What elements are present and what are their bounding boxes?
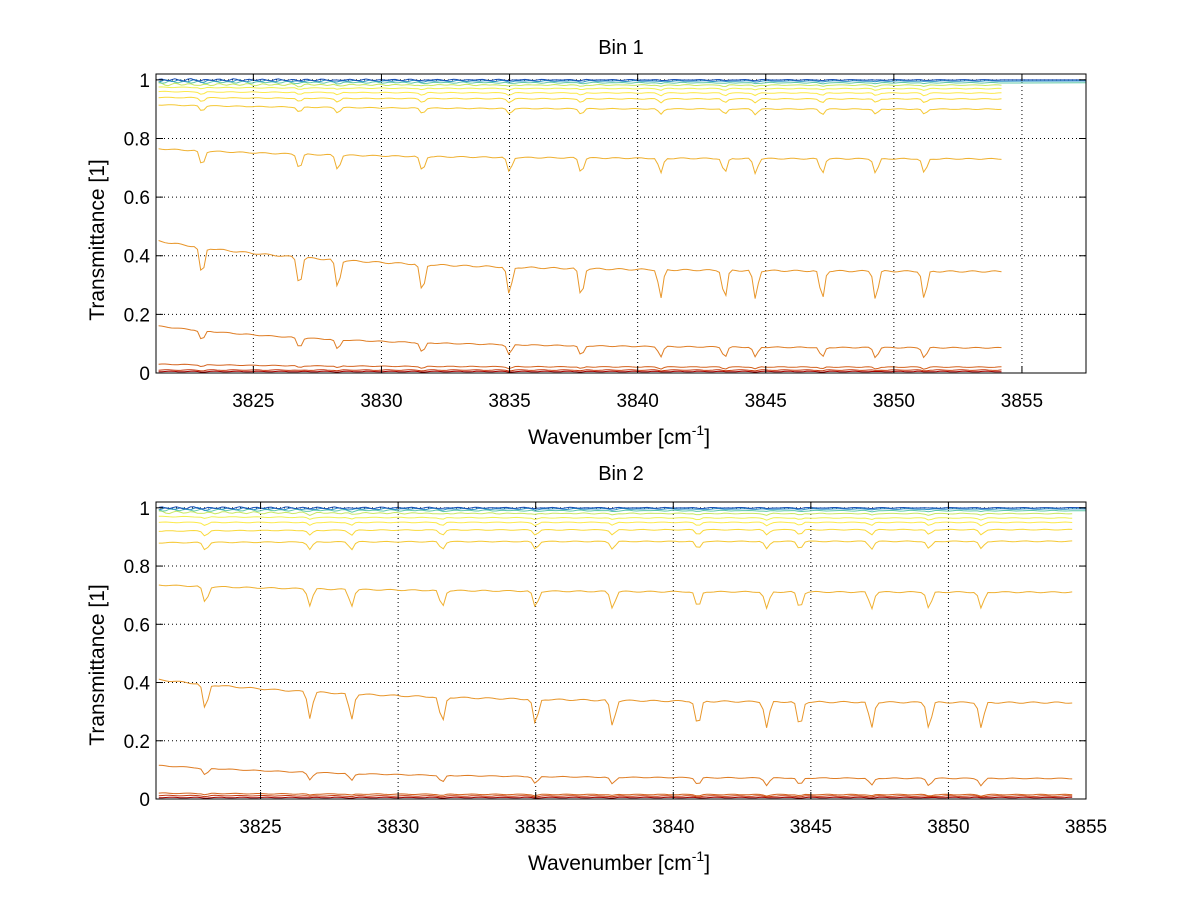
x-tick-label: 3840 — [617, 391, 659, 412]
x-tick-label: 3825 — [232, 391, 274, 412]
x-tick-label: 3855 — [1065, 817, 1107, 838]
series-line — [158, 90, 1002, 97]
series-line — [158, 370, 1002, 373]
series-line — [158, 515, 1073, 521]
series-line — [158, 78, 1087, 83]
y-tick-label: 0.8 — [124, 129, 150, 150]
ticks-bin-1: 3825 3830 3835 3840 3845 3850 3855 0 0.2 0.4 0.6 0.… — [124, 71, 1086, 412]
x-tick-label: 3830 — [377, 817, 419, 838]
y-tick-label: 0.2 — [124, 732, 150, 753]
series-line — [158, 506, 1087, 510]
series-line — [158, 521, 1073, 527]
series-group-bin-2 — [158, 506, 1087, 799]
series-line — [158, 78, 1086, 82]
series-line — [158, 96, 1002, 104]
y-tick-label: 1 — [139, 71, 150, 92]
x-tick-label: 3845 — [745, 391, 787, 412]
y-tick-label: 0 — [139, 364, 150, 385]
x-tick-label: 3850 — [873, 391, 915, 412]
x-tick-label: 3855 — [1001, 391, 1043, 412]
y-tick-label: 0.6 — [124, 615, 150, 636]
x-tick-label: 3825 — [239, 817, 281, 838]
series-line — [158, 508, 1086, 513]
x-tick-label: 3830 — [360, 391, 402, 412]
axes-box-bin-2 — [155, 501, 1087, 800]
series-line — [158, 510, 1073, 517]
y-tick-label: 0.4 — [124, 247, 151, 268]
y-tick-label: 0.6 — [124, 188, 150, 209]
series-line — [158, 584, 1073, 611]
panel-bin-2: Bin 2 Transmittance [1] Wavenumber [cm-1… — [86, 463, 1107, 875]
y-tick-label: 1 — [139, 499, 150, 520]
series-line — [158, 82, 1002, 88]
panel-bin-1: Bin 1 Transmittance [1] Wavenumber [cm-1… — [86, 37, 1087, 449]
title-bin-2: Bin 2 — [598, 463, 644, 485]
y-tick-label: 0.8 — [124, 557, 150, 578]
series-line — [158, 792, 1073, 797]
x-tick-label: 3850 — [927, 817, 969, 838]
title-bin-1: Bin 1 — [598, 37, 644, 59]
series-line — [158, 240, 1002, 299]
series-line — [158, 506, 1087, 512]
xlabel-bin-1: Wavenumber [cm-1] — [528, 422, 710, 449]
ticks-bin-2: 3825 3830 3835 3840 3845 3850 3855 0 0.2 0.4 0.6 0.… — [124, 499, 1108, 838]
series-line — [158, 528, 1073, 537]
series-line — [158, 794, 1073, 798]
series-line — [158, 796, 1073, 799]
y-tick-label: 0.4 — [124, 674, 151, 695]
x-tick-label: 3840 — [652, 817, 694, 838]
series-line — [158, 148, 1002, 176]
xlabel-bin-2: Wavenumber [cm-1] — [528, 848, 710, 875]
series-line — [158, 86, 1002, 91]
y-tick-label: 0 — [139, 790, 150, 811]
series-line — [158, 540, 1073, 551]
x-tick-label: 3835 — [515, 817, 557, 838]
series-line — [158, 80, 1087, 85]
series-line — [158, 363, 1002, 370]
series-line — [158, 104, 1002, 116]
series-group-bin-1 — [158, 78, 1087, 373]
y-tick-label: 0.2 — [124, 305, 150, 326]
series-line — [158, 325, 1002, 359]
ylabel-bin-1: Transmittance [1] — [86, 159, 109, 320]
x-tick-label: 3835 — [488, 391, 530, 412]
series-line — [158, 764, 1073, 787]
series-line — [158, 369, 1002, 372]
ylabel-bin-2: Transmittance [1] — [86, 584, 109, 745]
series-line — [158, 678, 1073, 729]
x-tick-label: 3845 — [790, 817, 832, 838]
axes-box-bin-1 — [155, 73, 1087, 374]
